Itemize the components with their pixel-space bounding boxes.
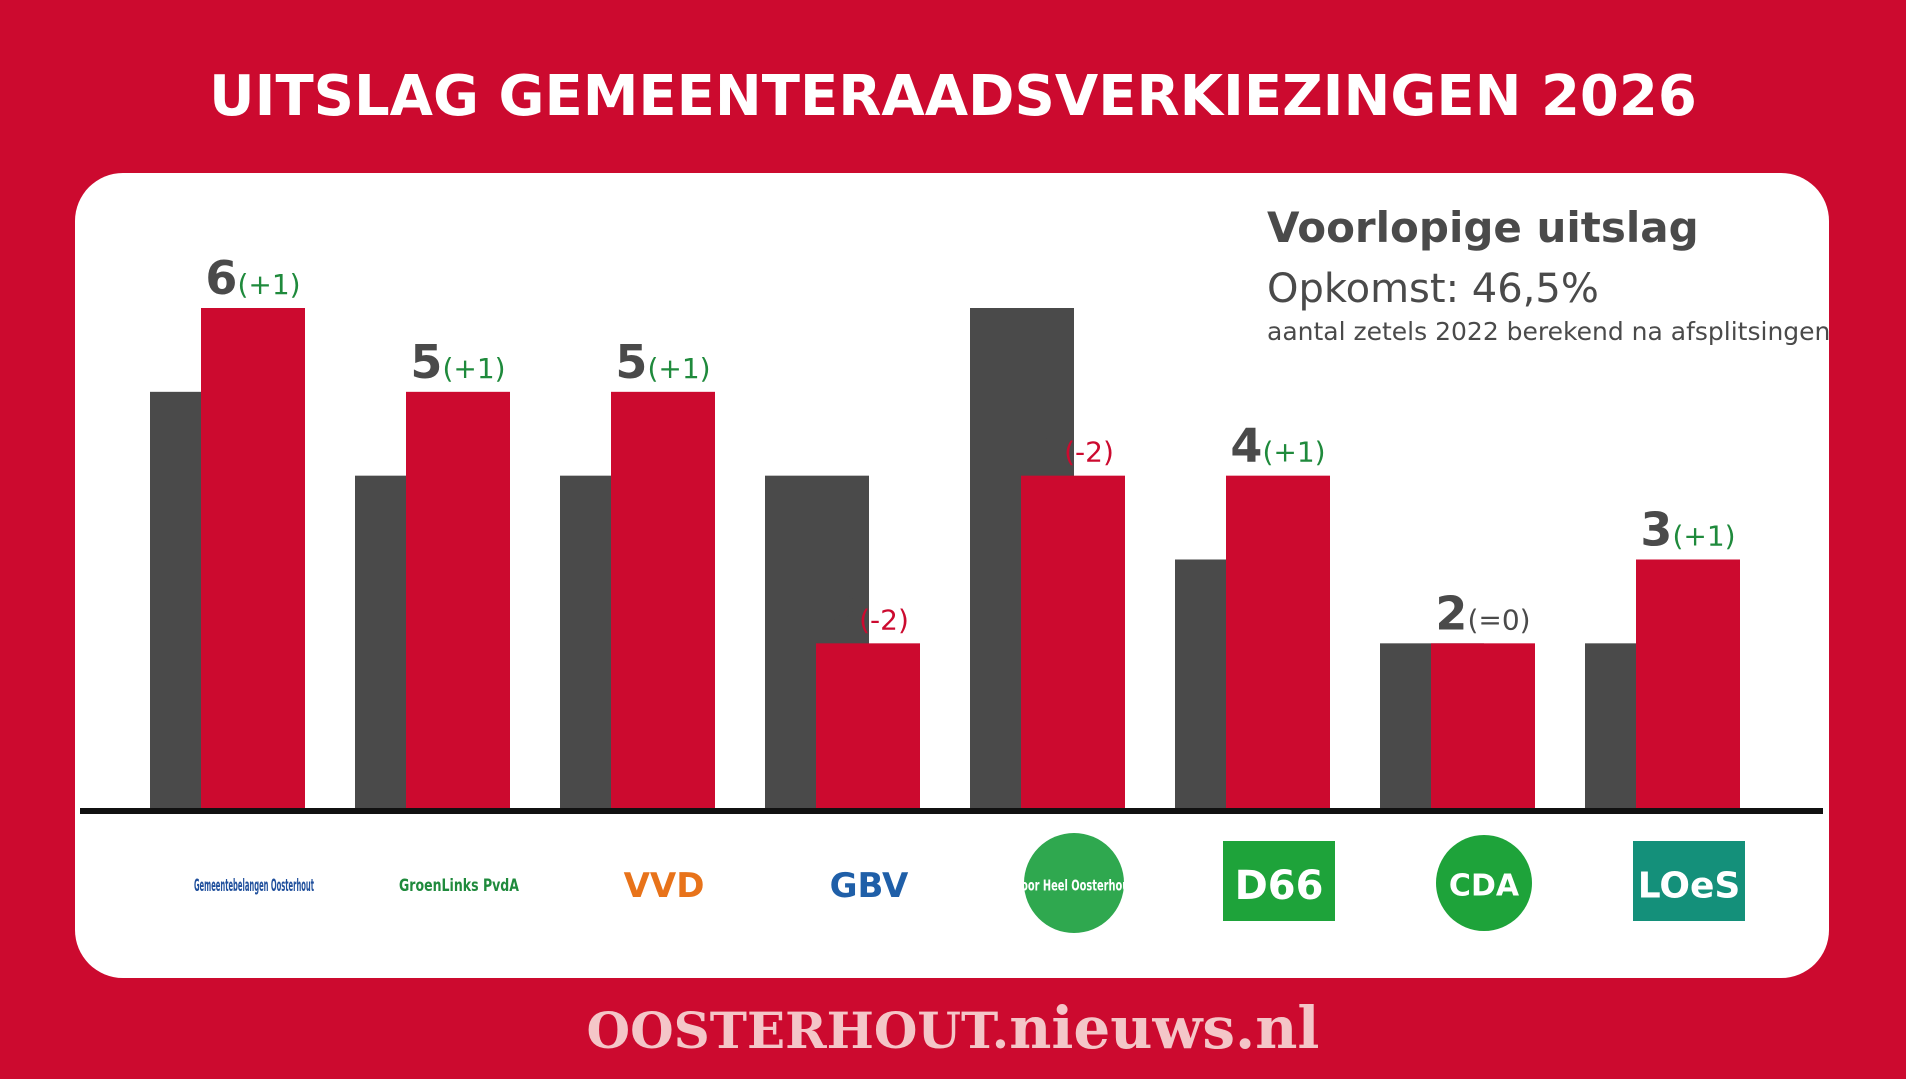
seat-count: 5 — [410, 335, 442, 389]
seat-change: (+1) — [647, 352, 710, 385]
bar — [1226, 475, 1330, 811]
note: aantal zetels 2022 berekend na afsplitsi… — [1267, 317, 1830, 346]
party-logo: Voor Heel Oosterhout — [1014, 876, 1134, 894]
seat-count: 6 — [205, 251, 237, 305]
bar — [611, 391, 715, 811]
seat-change: (+1) — [442, 352, 505, 385]
seat-change: (-2) — [1064, 436, 1114, 469]
footer: OOSTERHOUT.nieuws.nl — [587, 994, 1320, 1062]
chart-title: UITSLAG GEMEENTERAADSVERKIEZINGEN 2026 — [209, 64, 1697, 129]
party-logo: LOeS — [1638, 866, 1741, 907]
seat-change: (-2) — [859, 603, 909, 636]
seat-change: (=0) — [1467, 603, 1530, 636]
bar — [816, 643, 920, 811]
party-logo: VVD — [624, 866, 705, 906]
seat-count: 4 — [1230, 419, 1262, 473]
logo-bg — [1436, 835, 1532, 931]
seat-change: (+1) — [1262, 436, 1325, 469]
value-label: 6(+1) — [205, 251, 300, 305]
party-logo: Gemeentebelangen Oosterhout — [194, 876, 314, 896]
seat-count: 3 — [1640, 503, 1672, 557]
party-logo: CDA — [1449, 869, 1520, 904]
logo-bg — [1024, 833, 1124, 933]
subtitle: Voorlopige uitslag — [1267, 203, 1699, 252]
seat-count: 2 — [827, 586, 859, 640]
bar — [1021, 475, 1125, 811]
value-label: 4(-2) — [1032, 419, 1114, 473]
logo-bg — [1223, 841, 1335, 921]
seat-count: 5 — [615, 335, 647, 389]
logo-bg — [1633, 841, 1745, 921]
seat-change: (+1) — [237, 268, 300, 301]
value-label: 2(=0) — [1435, 586, 1530, 640]
value-label: 5(+1) — [410, 335, 505, 389]
seat-count: 4 — [1032, 419, 1064, 473]
bar — [1431, 643, 1535, 811]
value-label: 5(+1) — [615, 335, 710, 389]
party-logo: GBV — [830, 866, 909, 906]
party-logo: GroenLinks PvdA — [399, 876, 520, 896]
bar — [1636, 559, 1740, 811]
seat-count: 2 — [1435, 586, 1467, 640]
turnout: Opkomst: 46,5% — [1267, 266, 1599, 312]
seat-change: (+1) — [1672, 520, 1735, 553]
footer-part: nieuws.nl — [1009, 994, 1319, 1062]
party-logo: D66 — [1235, 863, 1324, 909]
value-label: 3(+1) — [1640, 503, 1735, 557]
footer-part: OOSTERHOUT. — [587, 1001, 1010, 1060]
value-label: 2(-2) — [827, 586, 909, 640]
value-label: 4(+1) — [1230, 419, 1325, 473]
bar — [406, 391, 510, 811]
bar — [201, 308, 305, 811]
